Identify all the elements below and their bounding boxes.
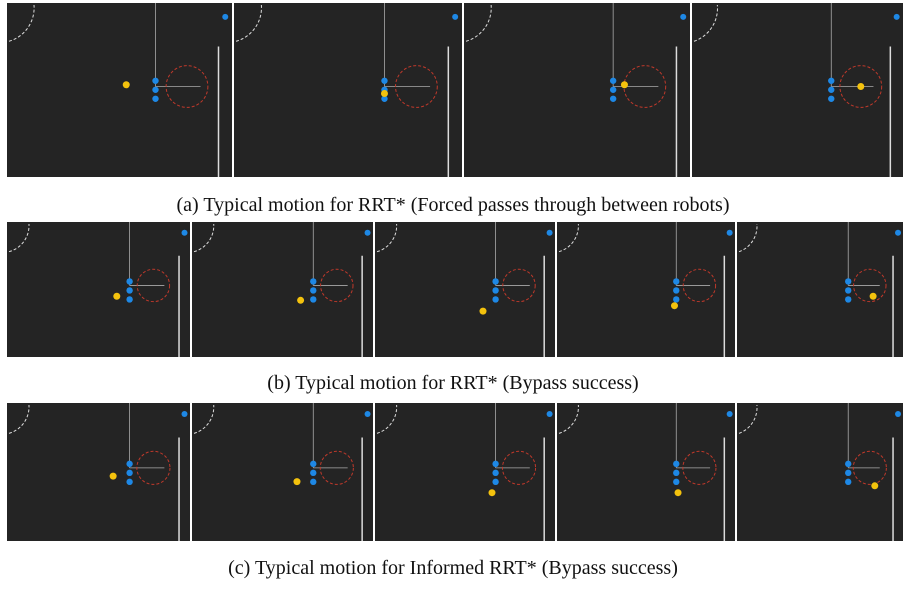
robot-blue [610, 96, 616, 102]
screenshot-panel [192, 403, 373, 541]
screenshot-panel [692, 3, 903, 177]
caption: (a) Typical motion for RRT* (Forced pass… [0, 194, 906, 217]
robot-blue [547, 411, 553, 417]
robot-blue [152, 87, 158, 93]
robot-blue [845, 461, 851, 467]
robot-blue [492, 479, 498, 485]
screenshot-panel [234, 3, 462, 177]
screenshot-panel [192, 222, 373, 357]
robot-yellow [480, 308, 487, 315]
robot-yellow [110, 473, 117, 480]
robot-blue [310, 479, 316, 485]
robot-blue [365, 230, 371, 236]
robot-blue [310, 278, 316, 284]
robot-yellow [123, 81, 130, 88]
screenshot-panel [7, 222, 190, 357]
robot-yellow [857, 83, 864, 90]
robot-blue [727, 230, 733, 236]
screenshot-panel [375, 222, 555, 357]
screenshot-panel [375, 403, 555, 541]
screenshot-panel [7, 403, 190, 541]
robot-blue [152, 78, 158, 84]
robot-blue [610, 78, 616, 84]
caption: (b) Typical motion for RRT* (Bypass succ… [0, 372, 906, 395]
robot-blue [845, 296, 851, 302]
robot-blue [673, 479, 679, 485]
robot-blue [222, 14, 228, 20]
screenshot-panel [464, 3, 690, 177]
robot-blue [310, 287, 316, 293]
screenshot-panel [557, 222, 735, 357]
robot-blue [381, 78, 387, 84]
robot-blue [895, 230, 901, 236]
robot-blue [126, 479, 132, 485]
screenshot-panel [737, 222, 903, 357]
robot-blue [828, 78, 834, 84]
robot-blue [310, 461, 316, 467]
robot-blue [895, 411, 901, 417]
robot-blue [492, 461, 498, 467]
robot-blue [680, 14, 686, 20]
robot-blue [126, 470, 132, 476]
robot-blue [845, 278, 851, 284]
robot-blue [492, 470, 498, 476]
robot-blue [492, 278, 498, 284]
robot-blue [310, 296, 316, 302]
robot-blue [845, 470, 851, 476]
robot-blue [845, 479, 851, 485]
robot-blue [894, 14, 900, 20]
robot-yellow [675, 489, 682, 496]
robot-blue [673, 287, 679, 293]
robot-blue [365, 411, 371, 417]
screenshot-panel [7, 3, 232, 177]
robot-blue [673, 278, 679, 284]
figure: (a) Typical motion for RRT* (Forced pass… [0, 0, 906, 591]
robot-yellow [381, 90, 388, 97]
robot-yellow [871, 482, 878, 489]
robot-blue [492, 296, 498, 302]
robot-blue [673, 296, 679, 302]
robot-blue [673, 461, 679, 467]
robot-yellow [297, 297, 304, 304]
robot-blue [310, 470, 316, 476]
robot-blue [152, 96, 158, 102]
robot-blue [828, 96, 834, 102]
screenshots [0, 0, 906, 591]
robot-blue [610, 87, 616, 93]
screenshot-panel [557, 403, 735, 541]
robot-yellow [621, 81, 628, 88]
robot-blue [126, 296, 132, 302]
robot-yellow [113, 293, 120, 300]
robot-yellow [489, 489, 496, 496]
caption: (c) Typical motion for Informed RRT* (By… [0, 557, 906, 580]
robot-blue [126, 287, 132, 293]
robot-blue [182, 230, 188, 236]
robot-blue [673, 470, 679, 476]
robot-yellow [870, 293, 877, 300]
robot-blue [492, 287, 498, 293]
robot-blue [845, 287, 851, 293]
robot-blue [126, 278, 132, 284]
robot-blue [126, 461, 132, 467]
robot-yellow [671, 302, 678, 309]
robot-blue [828, 87, 834, 93]
robot-blue [182, 411, 188, 417]
robot-blue [452, 14, 458, 20]
screenshot-panel [737, 403, 903, 541]
robot-yellow [293, 478, 300, 485]
robot-blue [727, 411, 733, 417]
robot-blue [547, 230, 553, 236]
